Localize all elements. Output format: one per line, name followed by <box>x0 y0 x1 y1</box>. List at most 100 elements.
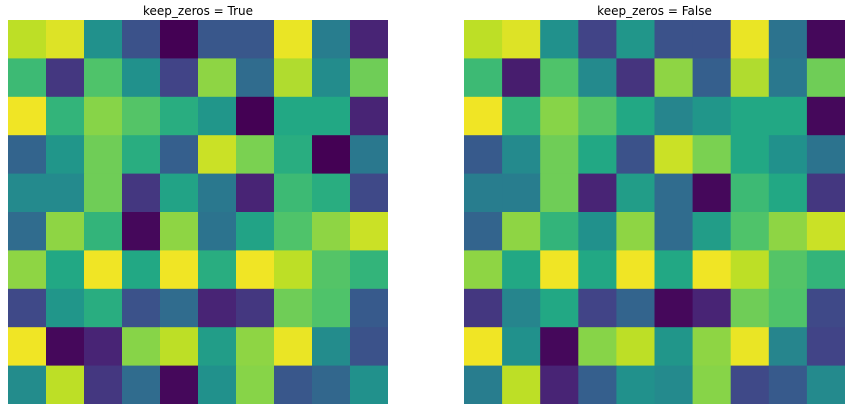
heatmap-cell-r3-c1 <box>46 135 85 175</box>
heatmap-cell-r5-c0 <box>464 212 503 251</box>
heatmap-cell-r0-c3 <box>122 20 161 59</box>
heatmap-cell-r1-c3 <box>122 58 161 98</box>
heatmap-cell-r1-c0 <box>464 58 503 98</box>
heatmap-cell-r9-c0 <box>464 365 503 404</box>
heatmap-cell-r8-c8 <box>768 327 808 367</box>
heatmap-cell-r8-c5 <box>654 327 694 367</box>
heatmap-cell-r9-c6 <box>236 365 275 404</box>
heatmap-cell-r2-c4 <box>616 96 656 136</box>
heatmap-cell-r7-c8 <box>312 288 351 328</box>
heatmap-cell-r1-c7 <box>274 58 313 98</box>
heatmap-cell-r0-c0 <box>464 20 503 59</box>
heatmap-cell-r2-c0 <box>464 96 503 136</box>
heatmap-cell-r9-c1 <box>502 365 541 404</box>
heatmap-cell-r2-c3 <box>578 96 617 136</box>
heatmap-cell-r6-c3 <box>578 250 617 290</box>
heatmap-cell-r8-c2 <box>84 327 123 367</box>
heatmap-cell-r5-c0 <box>8 212 47 251</box>
heatmap-cell-r7-c0 <box>8 288 47 328</box>
heatmap-cell-r0-c4 <box>616 20 656 59</box>
heatmap-cell-r9-c5 <box>198 365 237 404</box>
heatmap-cell-r9-c9 <box>350 365 388 404</box>
heatmap-left <box>8 20 388 404</box>
heatmap-cell-r3-c8 <box>312 135 351 175</box>
heatmap-cell-r3-c4 <box>160 135 199 175</box>
heatmap-cell-r8-c8 <box>312 327 351 367</box>
heatmap-cell-r7-c4 <box>160 288 199 328</box>
heatmap-cell-r6-c1 <box>502 250 541 290</box>
heatmap-cell-r5-c1 <box>502 212 541 251</box>
heatmap-cell-r9-c8 <box>768 365 808 404</box>
heatmap-cell-r9-c6 <box>692 365 732 404</box>
heatmap-cell-r2-c6 <box>236 96 275 136</box>
heatmap-cell-r2-c7 <box>274 96 313 136</box>
heatmap-cell-r5-c2 <box>84 212 123 251</box>
heatmap-cell-r8-c7 <box>274 327 313 367</box>
panel-title-left: keep_zeros = True <box>142 4 254 18</box>
heatmap-cell-r8-c9 <box>806 327 845 367</box>
heatmap-cell-r4-c9 <box>350 173 388 213</box>
heatmap-cell-r0-c9 <box>350 20 388 59</box>
heatmap-cell-r8-c6 <box>692 327 732 367</box>
heatmap-cell-r6-c9 <box>350 250 388 290</box>
heatmap-cell-r0-c8 <box>312 20 351 59</box>
heatmap-cell-r4-c7 <box>730 173 770 213</box>
heatmap-cell-r6-c4 <box>160 250 199 290</box>
heatmap-cell-r7-c6 <box>692 288 732 328</box>
heatmap-cell-r2-c5 <box>654 96 694 136</box>
heatmap-cell-r0-c1 <box>502 20 541 59</box>
heatmap-cell-r7-c9 <box>350 288 388 328</box>
heatmap-cell-r6-c5 <box>654 250 694 290</box>
heatmap-cell-r6-c7 <box>730 250 770 290</box>
heatmap-cell-r5-c7 <box>274 212 313 251</box>
heatmap-cell-r4-c1 <box>502 173 541 213</box>
heatmap-cell-r9-c8 <box>312 365 351 404</box>
heatmap-cell-r7-c4 <box>616 288 656 328</box>
heatmap-cell-r1-c1 <box>46 58 85 98</box>
heatmap-cell-r1-c9 <box>806 58 845 98</box>
heatmap-cell-r2-c4 <box>160 96 199 136</box>
heatmap-cell-r0-c2 <box>84 20 123 59</box>
heatmap-cell-r6-c7 <box>274 250 313 290</box>
heatmap-cell-r8-c1 <box>502 327 541 367</box>
heatmap-cell-r4-c2 <box>540 173 579 213</box>
heatmap-cell-r9-c2 <box>84 365 123 404</box>
heatmap-cell-r6-c8 <box>768 250 808 290</box>
heatmap-cell-r5-c1 <box>46 212 85 251</box>
heatmap-cell-r8-c6 <box>236 327 275 367</box>
heatmap-cell-r3-c2 <box>84 135 123 175</box>
heatmap-cell-r2-c9 <box>806 96 845 136</box>
heatmap-cell-r0-c7 <box>730 20 770 59</box>
heatmap-right <box>464 20 845 404</box>
heatmap-cell-r7-c6 <box>236 288 275 328</box>
heatmap-cell-r6-c6 <box>236 250 275 290</box>
heatmap-cell-r9-c9 <box>806 365 845 404</box>
heatmap-cell-r7-c8 <box>768 288 808 328</box>
heatmap-cell-r9-c4 <box>160 365 199 404</box>
heatmap-cell-r5-c5 <box>198 212 237 251</box>
heatmap-cell-r4-c1 <box>46 173 85 213</box>
heatmap-cell-r1-c2 <box>540 58 579 98</box>
heatmap-cell-r0-c5 <box>654 20 694 59</box>
heatmap-cell-r5-c5 <box>654 212 694 251</box>
heatmap-cell-r2-c8 <box>312 96 351 136</box>
heatmap-cell-r2-c6 <box>692 96 732 136</box>
heatmap-cell-r4-c5 <box>654 173 694 213</box>
heatmap-cell-r4-c0 <box>8 173 47 213</box>
heatmap-cell-r6-c0 <box>8 250 47 290</box>
heatmap-cell-r9-c7 <box>730 365 770 404</box>
heatmap-cell-r4-c8 <box>312 173 351 213</box>
heatmap-cell-r3-c3 <box>122 135 161 175</box>
heatmap-cell-r3-c7 <box>274 135 313 175</box>
heatmap-cell-r1-c7 <box>730 58 770 98</box>
heatmap-cell-r4-c0 <box>464 173 503 213</box>
heatmap-cell-r0-c3 <box>578 20 617 59</box>
heatmap-cell-r8-c7 <box>730 327 770 367</box>
heatmap-cell-r8-c3 <box>122 327 161 367</box>
heatmap-cell-r7-c7 <box>730 288 770 328</box>
heatmap-cell-r9-c0 <box>8 365 47 404</box>
heatmap-cell-r9-c1 <box>46 365 85 404</box>
heatmap-cell-r1-c8 <box>768 58 808 98</box>
heatmap-cell-r0-c0 <box>8 20 47 59</box>
heatmap-cell-r2-c1 <box>502 96 541 136</box>
